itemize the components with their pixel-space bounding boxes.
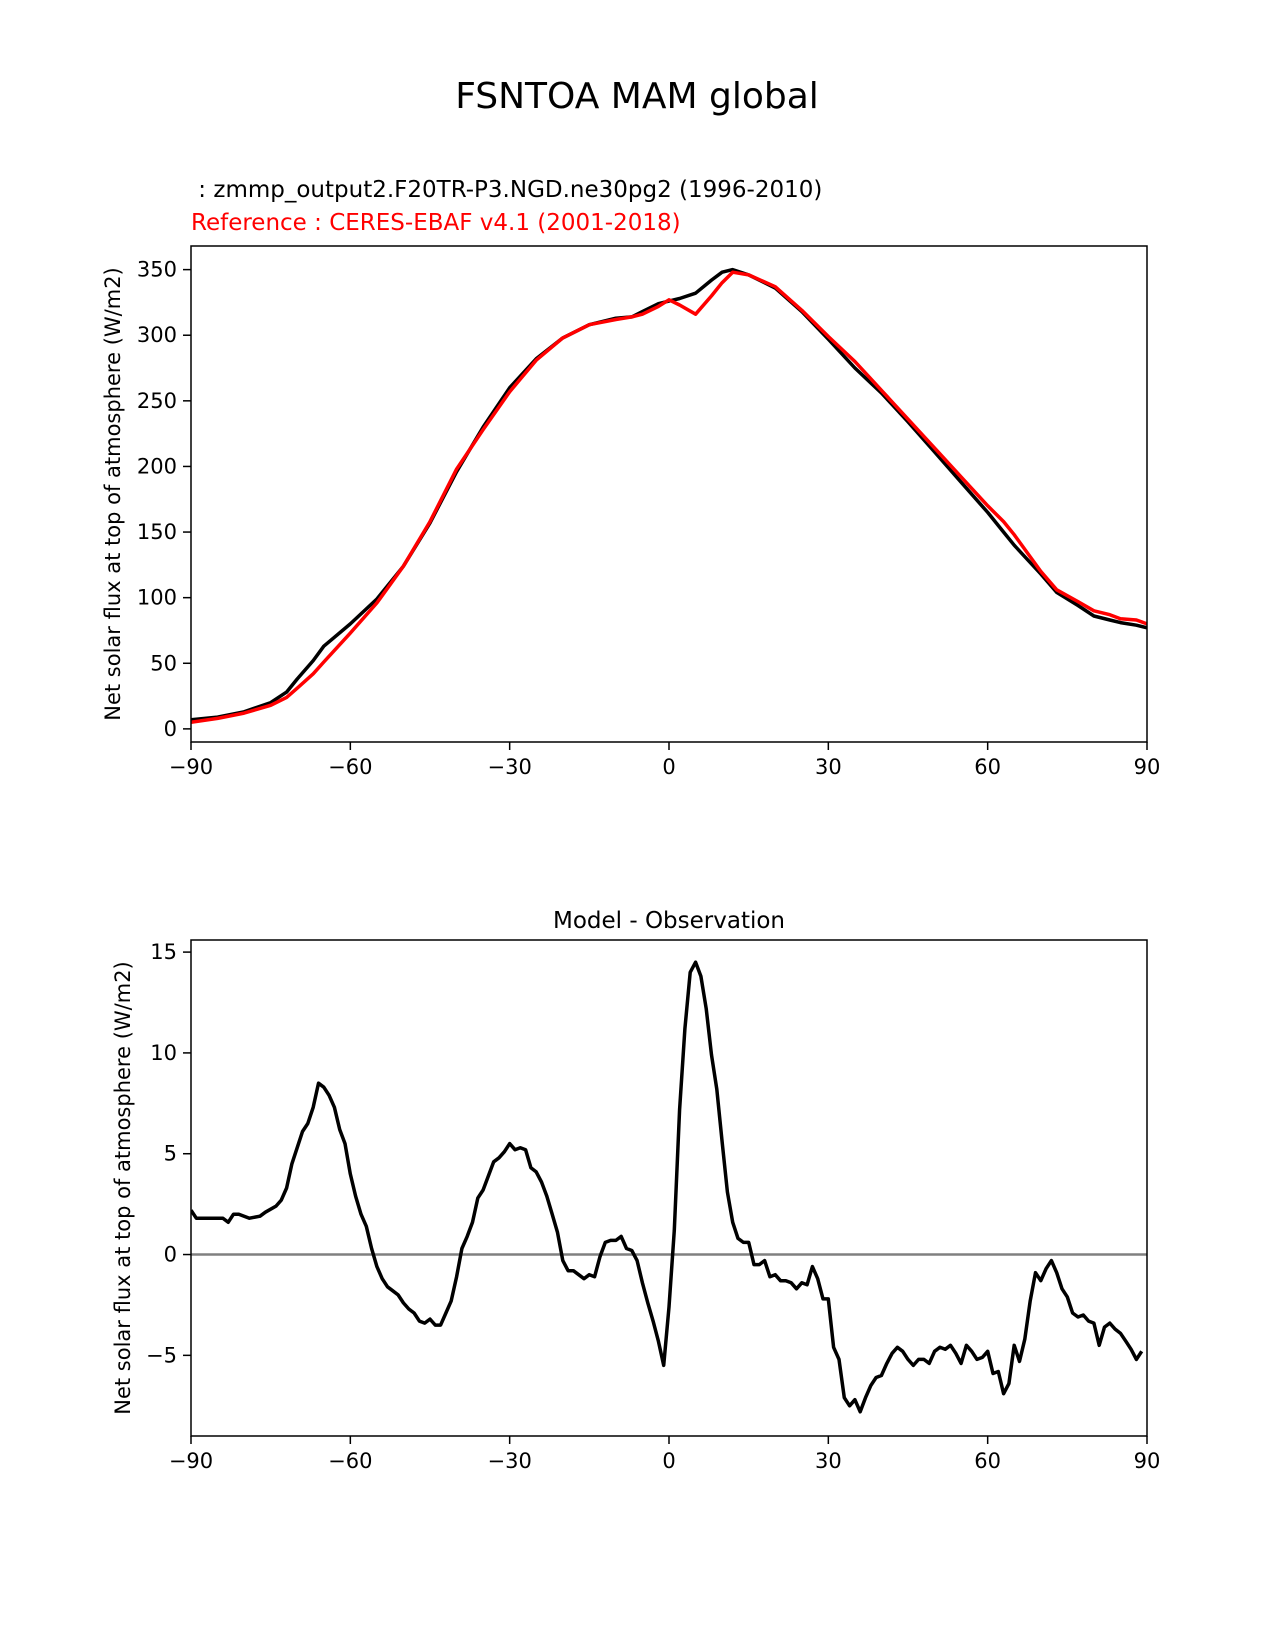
y-tick-label: 50 bbox=[150, 651, 177, 675]
y-tick-label: 350 bbox=[137, 258, 177, 282]
test-legend-label: : zmmp_output2.F20TR-P3.NGD.ne30pg2 (199… bbox=[191, 177, 822, 203]
x-tick-label: −60 bbox=[328, 1449, 372, 1473]
x-tick-label: −30 bbox=[488, 755, 532, 779]
figure-title: FSNTOA MAM global bbox=[455, 76, 819, 117]
plot-frame bbox=[190, 939, 1148, 1437]
y-tick-label: 200 bbox=[137, 454, 177, 478]
x-tick-label: 0 bbox=[662, 755, 675, 779]
series-line-1 bbox=[191, 960, 1144, 1414]
y-tick-label: −5 bbox=[146, 1343, 177, 1367]
x-tick-label: 0 bbox=[662, 1449, 675, 1473]
top-panel: −90 −60 −30 0 30 60 90 0 50 100 150 200 250 300 350 Net… bbox=[101, 245, 1161, 779]
x-tick-label: 30 bbox=[815, 1449, 842, 1473]
y-tick-label: 10 bbox=[150, 1041, 177, 1065]
y-tick-label: 0 bbox=[164, 1243, 177, 1267]
series-line-1 bbox=[191, 267, 1147, 722]
x-tick-label: 60 bbox=[974, 755, 1001, 779]
y-axis-label: Net solar flux at top of atmosphere (W/m… bbox=[101, 267, 125, 720]
x-tick-label: −90 bbox=[169, 1449, 213, 1473]
y-tick-label: 100 bbox=[137, 586, 177, 610]
y-tick-label: 250 bbox=[137, 389, 177, 413]
x-tick-label: 90 bbox=[1134, 1449, 1161, 1473]
reference-legend-label: Reference : CERES-EBAF v4.1 (2001-2018) bbox=[191, 210, 681, 236]
difference-panel: −90 −60 −30 0 30 60 90 −5 0 5 10 15 Net solar flux a… bbox=[111, 908, 1160, 1473]
y-tick-label: 15 bbox=[150, 940, 177, 964]
y-tick-label: 300 bbox=[137, 323, 177, 347]
x-tick-label: 90 bbox=[1134, 755, 1161, 779]
y-axis-label: Net solar flux at top of atmosphere (W/m… bbox=[111, 961, 135, 1414]
x-tick-label: −30 bbox=[488, 1449, 532, 1473]
y-tick-label: 0 bbox=[164, 717, 177, 741]
x-tick-label: 60 bbox=[974, 1449, 1001, 1473]
plot-frame bbox=[190, 245, 1148, 743]
series-line-2 bbox=[191, 270, 1147, 725]
x-tick-label: −90 bbox=[169, 755, 213, 779]
y-tick-label: 150 bbox=[137, 520, 177, 544]
y-tick-label: 5 bbox=[164, 1142, 177, 1166]
x-tick-label: 30 bbox=[815, 755, 842, 779]
x-tick-label: −60 bbox=[328, 755, 372, 779]
panel-title: Model - Observation bbox=[553, 908, 785, 934]
